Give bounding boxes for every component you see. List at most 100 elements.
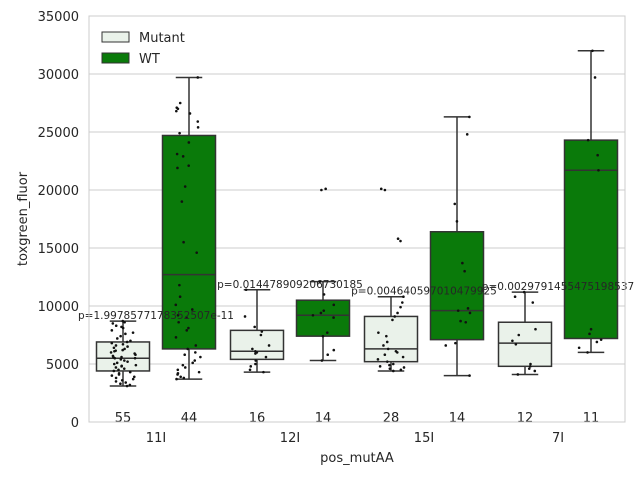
wt-data-point — [589, 327, 593, 331]
mutant-data-point — [376, 358, 380, 361]
wt-data-point — [597, 168, 600, 172]
wt-data-point — [466, 307, 470, 310]
mutant-data-point — [111, 322, 115, 325]
wt-data-point — [593, 76, 597, 79]
mutant-data-point — [248, 368, 252, 372]
wt-data-point — [463, 269, 466, 273]
wt-data-point — [326, 353, 330, 357]
wt-data-point — [332, 348, 336, 352]
wt-data-point — [468, 311, 472, 315]
mutant-data-point — [121, 319, 125, 323]
p-value-annotation: p=1.9978577178352507e-11 — [78, 310, 234, 322]
wt-data-point — [454, 341, 457, 345]
y-tick-labels: 0 5000 10000 15000 20000 25000 30000 35000 — [38, 10, 79, 431]
mutant-data-point — [133, 356, 137, 360]
mutant-data-point — [123, 347, 126, 351]
mutant-data-point — [131, 331, 135, 334]
wt-box — [295, 299, 351, 337]
mutant-data-point — [117, 373, 121, 376]
mutant-data-point — [399, 239, 402, 243]
mutant-data-point — [267, 344, 271, 347]
mutant-data-point — [110, 374, 114, 377]
mutant-data-point — [529, 362, 532, 366]
wt-data-point — [322, 293, 326, 296]
y-tick-label: 20000 — [38, 184, 79, 199]
wt-data-point — [187, 141, 191, 144]
mutant-data-point — [254, 352, 257, 355]
mutant-data-point — [385, 360, 389, 363]
mutant-count-label: 12 — [517, 411, 534, 426]
mutant-data-point — [388, 367, 392, 370]
mutant-data-point — [388, 363, 391, 367]
wt-data-point — [596, 153, 599, 157]
wt-data-point — [595, 340, 599, 344]
wt-data-point — [177, 320, 180, 324]
mutant-data-point — [122, 367, 126, 370]
wt-data-point — [183, 353, 187, 357]
mutant-data-point — [134, 353, 137, 357]
plot-frame — [88, 15, 626, 423]
wt-data-point — [196, 126, 200, 129]
mutant-data-point — [112, 362, 116, 366]
y-tick-label: 25000 — [38, 126, 79, 141]
mutant-data-point — [531, 301, 535, 304]
wt-data-point — [196, 76, 200, 79]
wt-data-point — [591, 49, 594, 53]
mutant-data-point — [244, 288, 248, 292]
mutant-data-point — [516, 373, 520, 376]
mutant-data-point — [128, 370, 132, 374]
wt-data-point — [176, 107, 180, 111]
mutant-data-point — [254, 362, 257, 366]
mutant-data-point — [401, 301, 404, 304]
wt-box — [429, 231, 485, 341]
mutant-data-point — [393, 315, 397, 318]
x-tick-labels: 11I 12I 15I 7I — [146, 431, 564, 446]
wt-data-point — [187, 164, 190, 167]
mutant-data-point — [128, 383, 132, 387]
mutant-data-point — [517, 333, 521, 337]
mutant-data-point — [402, 295, 405, 299]
mutant-data-point — [125, 340, 129, 344]
wt-data-point — [188, 112, 192, 115]
mutant-data-point — [402, 366, 406, 369]
wt-data-point — [191, 361, 194, 365]
mutant-data-point — [514, 342, 518, 346]
wt-data-point — [194, 351, 197, 354]
wt-data-point — [183, 185, 187, 188]
mutant-data-point — [391, 362, 395, 366]
wt-data-point — [577, 346, 581, 350]
wt-data-point — [319, 311, 323, 315]
wt-data-point — [322, 309, 326, 312]
wt-data-point — [444, 344, 448, 347]
mutant-data-point — [243, 315, 247, 318]
mutant-data-point — [391, 318, 394, 322]
mutant-data-point — [377, 331, 380, 334]
wt-data-point — [196, 120, 200, 123]
wt-data-point — [178, 131, 181, 135]
wt-data-point — [176, 373, 179, 376]
p-value-annotation: p=0.014478909206730185 — [217, 279, 363, 291]
mutant-data-point — [528, 365, 532, 368]
mutant-data-point — [120, 378, 124, 382]
wt-data-point — [320, 188, 323, 192]
wt-data-point — [187, 326, 190, 330]
mutant-data-point — [399, 305, 402, 309]
x-tick-label: 15I — [414, 431, 434, 446]
mutant-data-point — [396, 311, 399, 315]
mutant-box — [497, 321, 553, 368]
mutant-data-point — [253, 325, 256, 329]
wt-data-point — [199, 355, 202, 359]
mutant-box — [229, 329, 285, 361]
mutant-data-point — [260, 330, 264, 333]
wt-data-point — [586, 351, 589, 354]
wt-data-point — [311, 313, 315, 317]
mutant-data-point — [392, 369, 395, 373]
x-axis-label: pos_mutAA — [320, 451, 394, 466]
wt-data-point — [465, 133, 469, 136]
mutant-data-point — [121, 326, 125, 330]
y-tick-label: 5000 — [46, 358, 79, 373]
y-tick-label: 0 — [71, 416, 79, 431]
mutant-data-point — [109, 351, 113, 354]
wt-data-point — [176, 313, 180, 317]
